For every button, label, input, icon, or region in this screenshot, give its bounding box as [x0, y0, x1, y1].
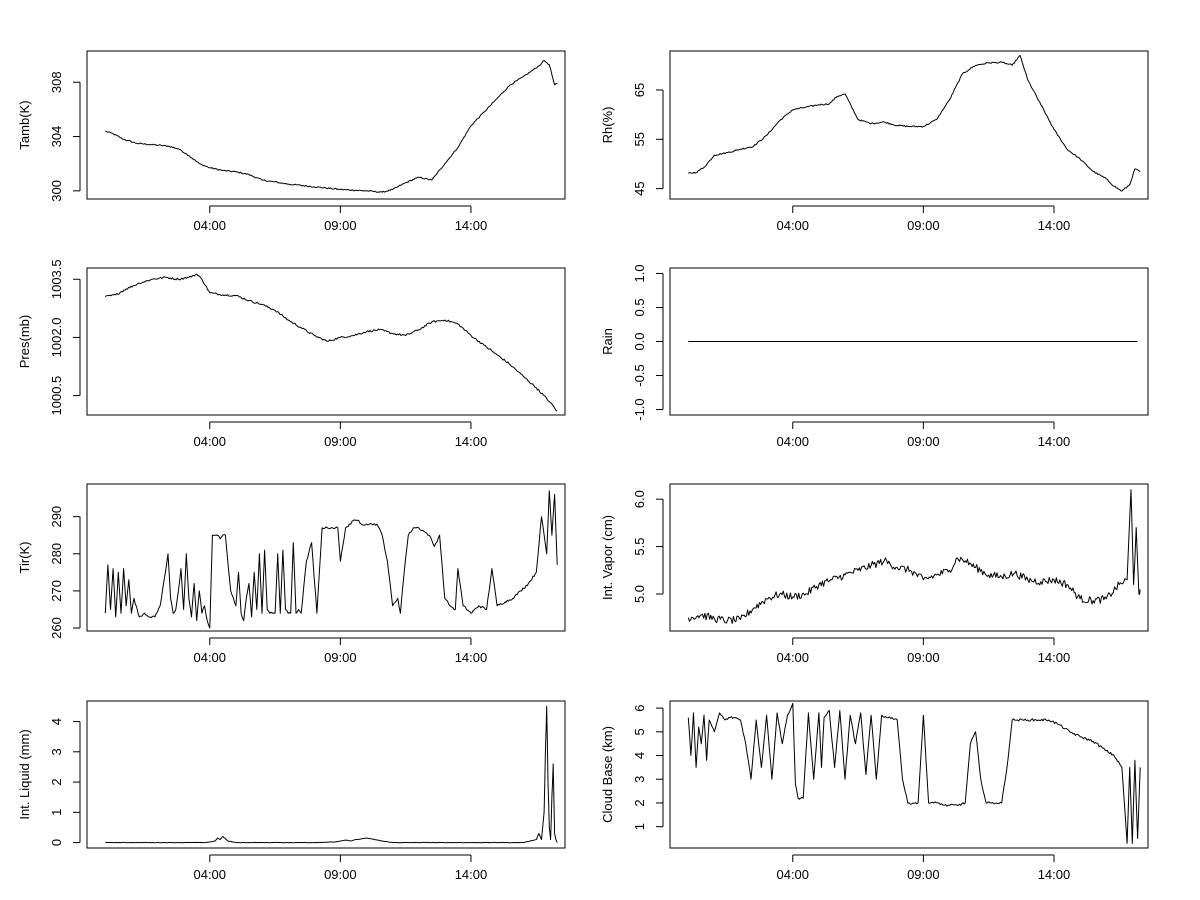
- y-tick-label: 1002.0: [49, 318, 64, 358]
- x-tick-label: 14:00: [455, 434, 488, 449]
- x-tick-label: 14:00: [1038, 218, 1071, 233]
- series-line-0: [105, 60, 558, 193]
- y-tick-label: 5: [632, 728, 647, 735]
- y-axis-title: Int. Vapor (cm): [600, 515, 615, 600]
- plot-frame: [669, 483, 1149, 632]
- y-tick-label: 0.5: [632, 298, 647, 316]
- x-tick-label: 04:00: [193, 218, 226, 233]
- series-line-0: [105, 705, 558, 844]
- y-tick-label: -0.5: [632, 364, 647, 386]
- y-tick-label: 45: [632, 181, 647, 195]
- y-tick-label: 280: [49, 543, 64, 565]
- plot-frame: [86, 50, 566, 200]
- series-line-0: [687, 489, 1141, 624]
- panel-6: 0 1 2 3 4 04:00 09:00 14:00 Int. Liquid (mm): [17, 700, 566, 882]
- x-tick-label: 09:00: [324, 650, 357, 665]
- y-tick-label: 1000.5: [49, 376, 64, 416]
- plot-frame: [86, 483, 566, 632]
- y-tick-label: 300: [49, 180, 64, 202]
- y-tick-label: 1: [49, 809, 64, 816]
- x-tick-label: 04:00: [193, 434, 226, 449]
- plot-frame: [86, 267, 566, 416]
- y-tick-label: 5.0: [632, 585, 647, 603]
- x-tick-label: 09:00: [324, 218, 357, 233]
- y-tick-label: 260: [49, 617, 64, 639]
- y-axis-title: Tir(K): [17, 541, 32, 573]
- y-axis-title: Tamb(K): [17, 100, 32, 149]
- y-tick-label: 6: [632, 704, 647, 711]
- x-tick-label: 04:00: [776, 434, 809, 449]
- y-axis-title: Int. Liquid (mm): [17, 729, 32, 819]
- y-tick-label: 0: [49, 839, 64, 846]
- series-line-0: [104, 490, 558, 629]
- series-line-0: [688, 54, 1141, 192]
- y-tick-label: 1: [632, 823, 647, 830]
- y-tick-label: 0.0: [632, 332, 647, 350]
- x-tick-label: 04:00: [776, 218, 809, 233]
- y-tick-label: 2: [632, 799, 647, 806]
- x-tick-label: 09:00: [324, 867, 357, 882]
- y-tick-label: 6.0: [632, 490, 647, 508]
- y-axis-title: Cloud Base (km): [600, 726, 615, 823]
- x-tick-label: 09:00: [907, 218, 940, 233]
- x-tick-label: 14:00: [455, 218, 488, 233]
- x-tick-label: 04:00: [193, 867, 226, 882]
- x-tick-label: 09:00: [907, 434, 940, 449]
- x-tick-label: 14:00: [455, 867, 488, 882]
- x-tick-label: 14:00: [1038, 650, 1071, 665]
- y-tick-label: 270: [49, 580, 64, 602]
- x-tick-label: 04:00: [193, 650, 226, 665]
- panel-3: -1.0 -0.5 0.0 0.5 1.0 04:00 09:00 14:00 Rain: [600, 264, 1149, 449]
- x-tick-label: 09:00: [907, 650, 940, 665]
- panel-1: 45 55 65 04:00 09:00 14:00 Rh(%): [600, 50, 1149, 233]
- y-tick-label: 1003.5: [49, 259, 64, 299]
- x-tick-label: 14:00: [1038, 867, 1071, 882]
- series-line-0: [104, 273, 558, 412]
- y-tick-label: 65: [632, 83, 647, 97]
- y-tick-label: 2: [49, 778, 64, 785]
- y-tick-label: 1.0: [632, 264, 647, 282]
- y-axis-title: Rain: [600, 328, 615, 355]
- plot-frame: [669, 700, 1149, 849]
- x-tick-label: 14:00: [455, 650, 488, 665]
- plot-frame: [86, 700, 566, 849]
- plot-frame: [669, 50, 1149, 200]
- y-axis-title: Pres(mb): [17, 315, 32, 368]
- y-tick-label: 308: [49, 71, 64, 93]
- x-tick-label: 04:00: [776, 867, 809, 882]
- y-tick-label: 4: [632, 752, 647, 759]
- y-tick-label: 3: [632, 776, 647, 783]
- y-tick-label: 290: [49, 506, 64, 528]
- y-tick-label: 304: [49, 126, 64, 148]
- y-tick-label: 5.5: [632, 538, 647, 556]
- panel-7: 1 2 3 4 5 6 04:00 09:00 14:00 Cloud Base (km): [600, 700, 1149, 882]
- panel-5: 5.0 5.5 6.0 04:00 09:00 14:00 Int. Vapor (cm): [600, 483, 1149, 665]
- panel-2: 1000.5 1002.0 1003.5 04:00 09:00 14:00 Pres(mb…: [17, 259, 566, 449]
- y-tick-label: -1.0: [632, 398, 647, 420]
- x-tick-label: 14:00: [1038, 434, 1071, 449]
- panel-0: 300 304 308 04:00 09:00 14:00 Tamb(K): [17, 50, 566, 233]
- y-tick-label: 55: [632, 132, 647, 146]
- x-tick-label: 09:00: [324, 434, 357, 449]
- series-line-0: [687, 702, 1141, 844]
- x-tick-label: 04:00: [776, 650, 809, 665]
- y-tick-label: 4: [49, 718, 64, 725]
- x-tick-label: 09:00: [907, 867, 940, 882]
- plot-frame: [669, 267, 1149, 416]
- y-tick-label: 3: [49, 748, 64, 755]
- y-axis-title: Rh(%): [600, 107, 615, 144]
- panel-4: 260 270 280 290 04:00 09:00 14:00 Tir(K): [17, 483, 566, 665]
